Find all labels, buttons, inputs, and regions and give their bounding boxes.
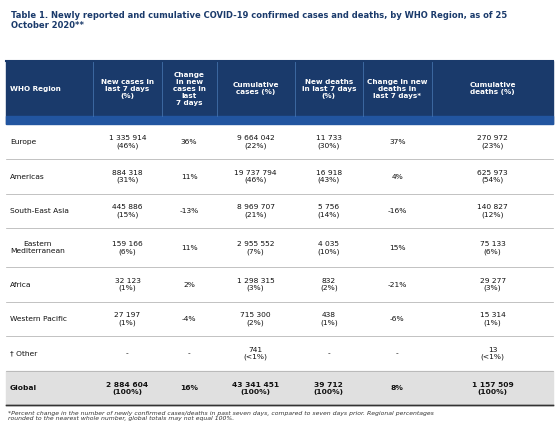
Text: 5 756
(14%): 5 756 (14%) bbox=[318, 204, 340, 218]
Text: 832
(2%): 832 (2%) bbox=[320, 278, 338, 291]
Text: -13%: -13% bbox=[179, 208, 199, 214]
Text: South-East Asia: South-East Asia bbox=[10, 208, 69, 214]
Text: † Other: † Other bbox=[10, 350, 37, 356]
Bar bbox=[6, 371, 553, 405]
Text: 270 972
(23%): 270 972 (23%) bbox=[477, 135, 508, 149]
Bar bbox=[6, 125, 553, 160]
Text: Americas: Americas bbox=[10, 174, 45, 180]
Text: 2%: 2% bbox=[183, 282, 195, 288]
Text: Cumulative
cases (%): Cumulative cases (%) bbox=[233, 82, 279, 95]
Text: 15 314
(1%): 15 314 (1%) bbox=[480, 312, 505, 326]
Text: -: - bbox=[188, 350, 191, 356]
Text: Cumulative
deaths (%): Cumulative deaths (%) bbox=[470, 82, 516, 95]
Text: -4%: -4% bbox=[182, 316, 196, 322]
Text: 13
(<1%): 13 (<1%) bbox=[481, 347, 505, 360]
Text: New deaths
in last 7 days
(%): New deaths in last 7 days (%) bbox=[301, 79, 356, 98]
Text: -6%: -6% bbox=[390, 316, 405, 322]
Text: Africa: Africa bbox=[10, 282, 31, 288]
Text: 2 955 552
(7%): 2 955 552 (7%) bbox=[237, 241, 274, 255]
Bar bbox=[6, 194, 553, 228]
Text: 8%: 8% bbox=[391, 385, 404, 391]
Text: -: - bbox=[126, 350, 129, 356]
Text: 43 341 451
(100%): 43 341 451 (100%) bbox=[232, 382, 280, 395]
Text: 11 733
(30%): 11 733 (30%) bbox=[316, 135, 342, 149]
Bar bbox=[6, 116, 553, 123]
Text: Western Pacific: Western Pacific bbox=[10, 316, 67, 322]
Text: Eastern
Mediterranean: Eastern Mediterranean bbox=[10, 241, 65, 255]
Bar bbox=[6, 160, 553, 194]
Text: 741
(<1%): 741 (<1%) bbox=[244, 347, 268, 360]
Text: 159 166
(6%): 159 166 (6%) bbox=[112, 241, 143, 255]
Text: 39 712
(100%): 39 712 (100%) bbox=[314, 382, 344, 395]
Bar bbox=[6, 302, 553, 336]
Text: 37%: 37% bbox=[389, 139, 405, 145]
Text: 1 335 914
(46%): 1 335 914 (46%) bbox=[109, 135, 146, 149]
Text: Europe: Europe bbox=[10, 139, 36, 145]
Text: 140 827
(12%): 140 827 (12%) bbox=[477, 204, 508, 218]
Bar bbox=[6, 228, 553, 267]
Text: 16 918
(43%): 16 918 (43%) bbox=[316, 170, 342, 184]
Text: 1 157 509
(100%): 1 157 509 (100%) bbox=[472, 382, 514, 395]
Bar bbox=[6, 336, 553, 371]
Text: Table 1. Newly reported and cumulative COVID-19 confirmed cases and deaths, by W: Table 1. Newly reported and cumulative C… bbox=[11, 11, 508, 30]
Text: 445 886
(15%): 445 886 (15%) bbox=[112, 204, 143, 218]
Bar bbox=[6, 267, 553, 302]
Text: 4%: 4% bbox=[391, 174, 403, 180]
Text: 438
(1%): 438 (1%) bbox=[320, 312, 338, 326]
Text: *Percent change in the number of newly confirmed cases/deaths in past seven days: *Percent change in the number of newly c… bbox=[8, 411, 434, 421]
Text: 27 197
(1%): 27 197 (1%) bbox=[115, 312, 140, 326]
Text: -: - bbox=[396, 350, 399, 356]
Text: 29 277
(3%): 29 277 (3%) bbox=[480, 278, 506, 291]
Text: Change in new
deaths in
last 7 days*: Change in new deaths in last 7 days* bbox=[367, 79, 428, 98]
Text: 11%: 11% bbox=[181, 174, 197, 180]
Text: 19 737 794
(46%): 19 737 794 (46%) bbox=[234, 170, 277, 184]
Bar bbox=[6, 61, 553, 123]
Text: 884 318
(31%): 884 318 (31%) bbox=[112, 170, 143, 184]
Text: 2 884 604
(100%): 2 884 604 (100%) bbox=[106, 382, 149, 395]
Text: 36%: 36% bbox=[181, 139, 197, 145]
Text: 15%: 15% bbox=[389, 245, 405, 251]
Text: 715 300
(2%): 715 300 (2%) bbox=[240, 312, 271, 326]
Text: 8 969 707
(21%): 8 969 707 (21%) bbox=[236, 204, 274, 218]
Text: 625 973
(54%): 625 973 (54%) bbox=[477, 170, 508, 184]
Text: Change
in new
cases in
last
7 days: Change in new cases in last 7 days bbox=[173, 71, 206, 106]
Text: 75 133
(6%): 75 133 (6%) bbox=[480, 241, 505, 255]
Text: 4 035
(10%): 4 035 (10%) bbox=[318, 241, 340, 255]
Text: 32 123
(1%): 32 123 (1%) bbox=[115, 278, 140, 291]
Text: -: - bbox=[328, 350, 330, 356]
Text: 9 664 042
(22%): 9 664 042 (22%) bbox=[237, 135, 274, 149]
Text: 1 298 315
(3%): 1 298 315 (3%) bbox=[237, 278, 274, 291]
Text: Global: Global bbox=[10, 385, 37, 391]
Text: -16%: -16% bbox=[387, 208, 407, 214]
Text: 16%: 16% bbox=[180, 385, 198, 391]
Text: -21%: -21% bbox=[387, 282, 407, 288]
Text: New cases in
last 7 days
(%): New cases in last 7 days (%) bbox=[101, 79, 154, 98]
Text: 11%: 11% bbox=[181, 245, 197, 251]
Text: WHO Region: WHO Region bbox=[10, 86, 61, 92]
